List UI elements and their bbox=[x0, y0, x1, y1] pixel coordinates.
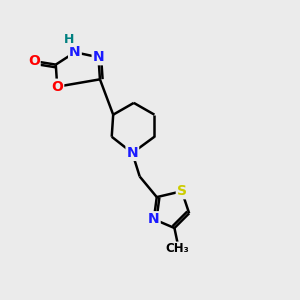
Text: S: S bbox=[177, 184, 187, 198]
Text: N: N bbox=[93, 50, 104, 64]
Text: O: O bbox=[51, 80, 63, 94]
Text: N: N bbox=[69, 45, 81, 59]
Text: CH₃: CH₃ bbox=[166, 242, 189, 255]
Text: N: N bbox=[127, 146, 138, 160]
Text: H: H bbox=[64, 33, 74, 46]
Text: N: N bbox=[148, 212, 160, 226]
Text: O: O bbox=[28, 54, 40, 68]
